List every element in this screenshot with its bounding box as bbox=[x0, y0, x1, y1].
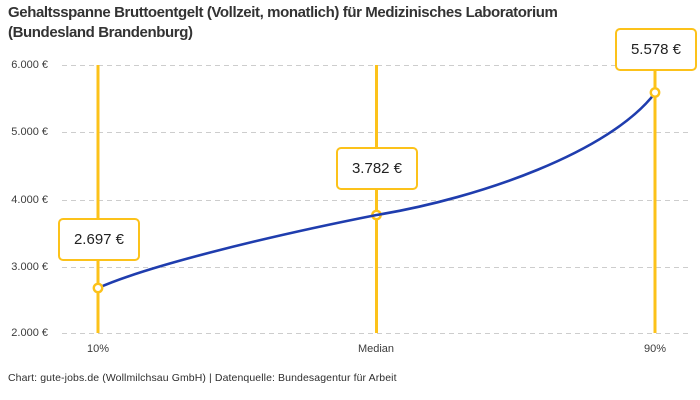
value-label-median: 3.782 € bbox=[336, 147, 418, 190]
y-tick-label: 5.000 € bbox=[11, 126, 48, 138]
y-tick-label: 3.000 € bbox=[11, 261, 48, 273]
value-label-90: 5.578 € bbox=[615, 28, 697, 71]
x-tick-90: 90% bbox=[643, 343, 667, 355]
value-label-90-text: 5.578 € bbox=[630, 41, 682, 58]
x-tick-median: Median bbox=[357, 343, 395, 355]
marker-10 bbox=[92, 282, 104, 294]
chart-source-note: Chart: gute-jobs.de (Wollmilchsau GmbH) … bbox=[8, 372, 397, 384]
value-label-10-text: 2.697 € bbox=[73, 231, 125, 248]
chart-title: Gehaltsspanne Bruttoentgelt (Vollzeit, m… bbox=[8, 4, 558, 41]
y-tick-label: 2.000 € bbox=[11, 327, 48, 339]
marker-90 bbox=[649, 87, 661, 98]
y-tick-label: 6.000 € bbox=[11, 59, 48, 71]
value-label-10: 2.697 € bbox=[58, 218, 140, 261]
gridline-2000 bbox=[62, 333, 692, 334]
x-tick-10: 10% bbox=[86, 343, 110, 355]
y-tick-label: 4.000 € bbox=[11, 194, 48, 206]
salary-curve bbox=[96, 91, 657, 290]
value-label-median-text: 3.782 € bbox=[351, 160, 403, 177]
